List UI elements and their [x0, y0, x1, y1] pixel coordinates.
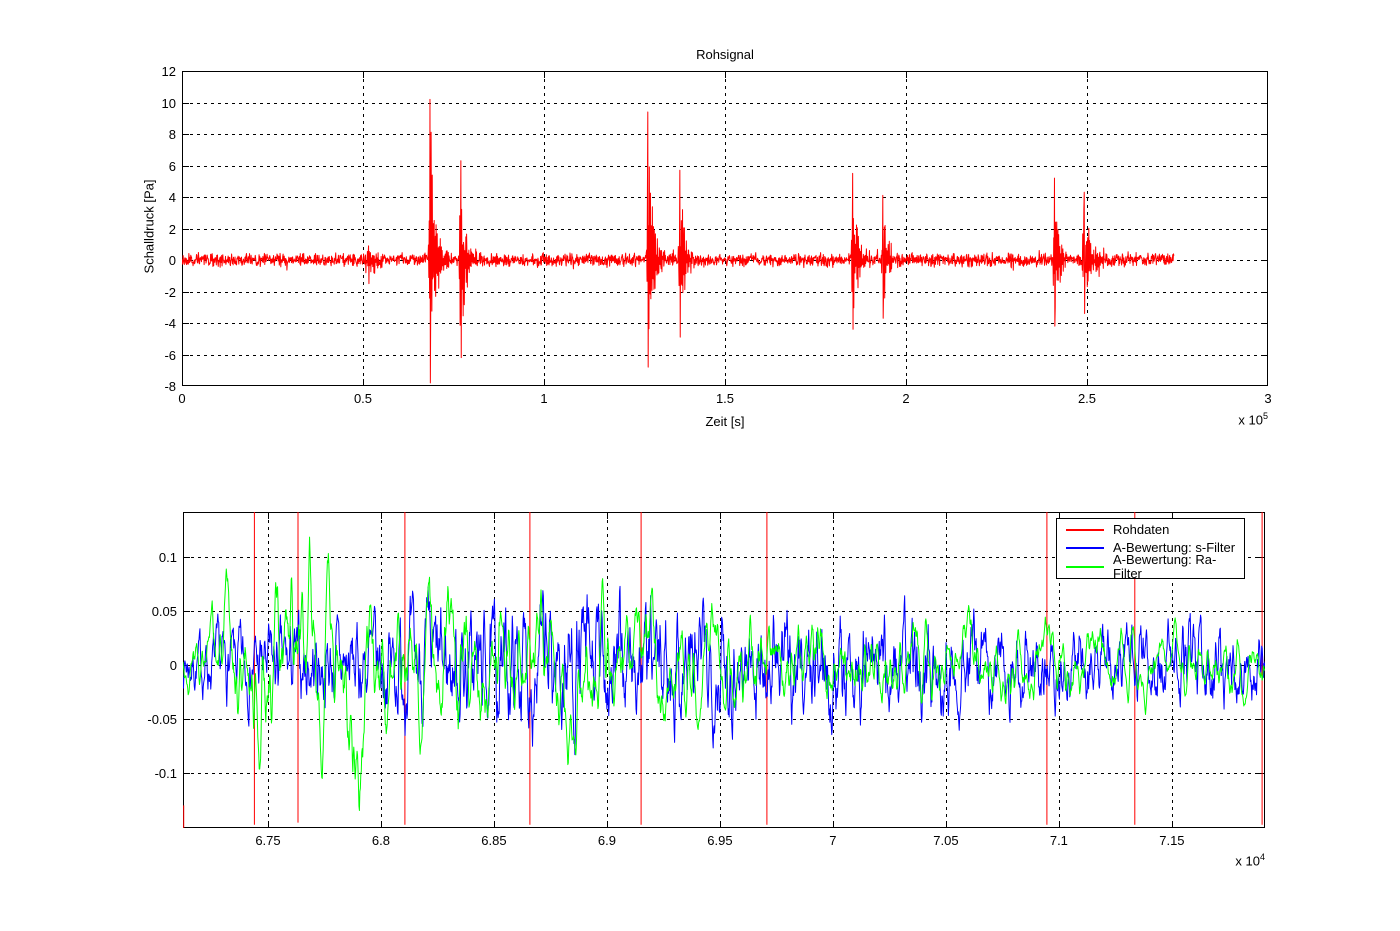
x-tick-label: 0 [178, 391, 186, 406]
y-tick-label: 6 [168, 158, 176, 174]
bottom-plot-x-exponent: x 104 [1235, 852, 1265, 869]
x-tick-label: 0.5 [353, 391, 373, 406]
x-tick-label: 3 [1264, 391, 1272, 406]
legend: Rohdaten A-Bewertung: s-Filter A-Bewertu… [1056, 518, 1245, 580]
x-tick-label: 7.15 [1159, 833, 1185, 848]
legend-item-ra-filter: A-Bewertung: Ra-Filter [1057, 552, 1244, 580]
legend-item-s-filter: A-Bewertung: s-Filter [1057, 539, 1244, 557]
y-tick-label: 8 [168, 127, 176, 142]
legend-label-rohdaten: Rohdaten [1113, 522, 1170, 538]
y-tick-label: -0.05 [147, 712, 177, 728]
x-tick-label: 2 [902, 391, 910, 406]
y-tick-label: 10 [161, 95, 176, 111]
y-tick-label: 0 [169, 658, 177, 674]
legend-label-s-filter: A-Bewertung: s-Filter [1113, 540, 1236, 556]
x-tick-label: 2.5 [1077, 391, 1097, 406]
y-tick-label: 2 [168, 221, 176, 237]
x-tick-label: 6.95 [707, 833, 733, 848]
x-tick-label: 6.9 [597, 833, 616, 848]
y-tick-label: -8 [164, 379, 176, 394]
legend-label-ra-filter: A-Bewertung: Ra-Filter [1113, 551, 1217, 581]
x-tick-label: 7.05 [933, 833, 959, 848]
legend-line-s-filter [1066, 547, 1104, 550]
top-plot-ylabel: Schalldruck [Pa] [141, 179, 157, 274]
top-plot-title: Rohsignal [696, 47, 754, 62]
y-tick-label: -2 [164, 284, 176, 300]
top-plot [182, 71, 1268, 386]
x-tick-label: 6.8 [371, 833, 390, 848]
y-tick-label: 0.1 [158, 550, 177, 566]
x-tick-label: 7.1 [1049, 833, 1068, 848]
x-tick-label: 6.75 [255, 833, 281, 848]
y-tick-label: -4 [164, 316, 176, 331]
y-tick-label: 12 [161, 64, 176, 79]
bottom-plot [183, 512, 1265, 828]
legend-item-rohdaten: Rohdaten [1057, 521, 1244, 539]
x-tick-label: 1 [540, 391, 548, 406]
y-tick-label: -6 [164, 347, 176, 363]
y-tick-label: 0.05 [151, 604, 177, 620]
y-tick-label: 4 [168, 190, 176, 205]
y-tick-label: 0 [168, 253, 176, 268]
top-plot-x-exponent: x 105 [1238, 411, 1268, 428]
legend-line-rohdaten [1066, 529, 1104, 532]
x-tick-label: 1.5 [715, 391, 735, 406]
x-tick-label: 6.85 [481, 833, 507, 848]
top-plot-xlabel: Zeit [s] [705, 414, 745, 429]
y-tick-label: -0.1 [154, 765, 177, 781]
legend-line-ra-filter [1066, 565, 1104, 568]
x-tick-label: 7 [829, 833, 837, 848]
